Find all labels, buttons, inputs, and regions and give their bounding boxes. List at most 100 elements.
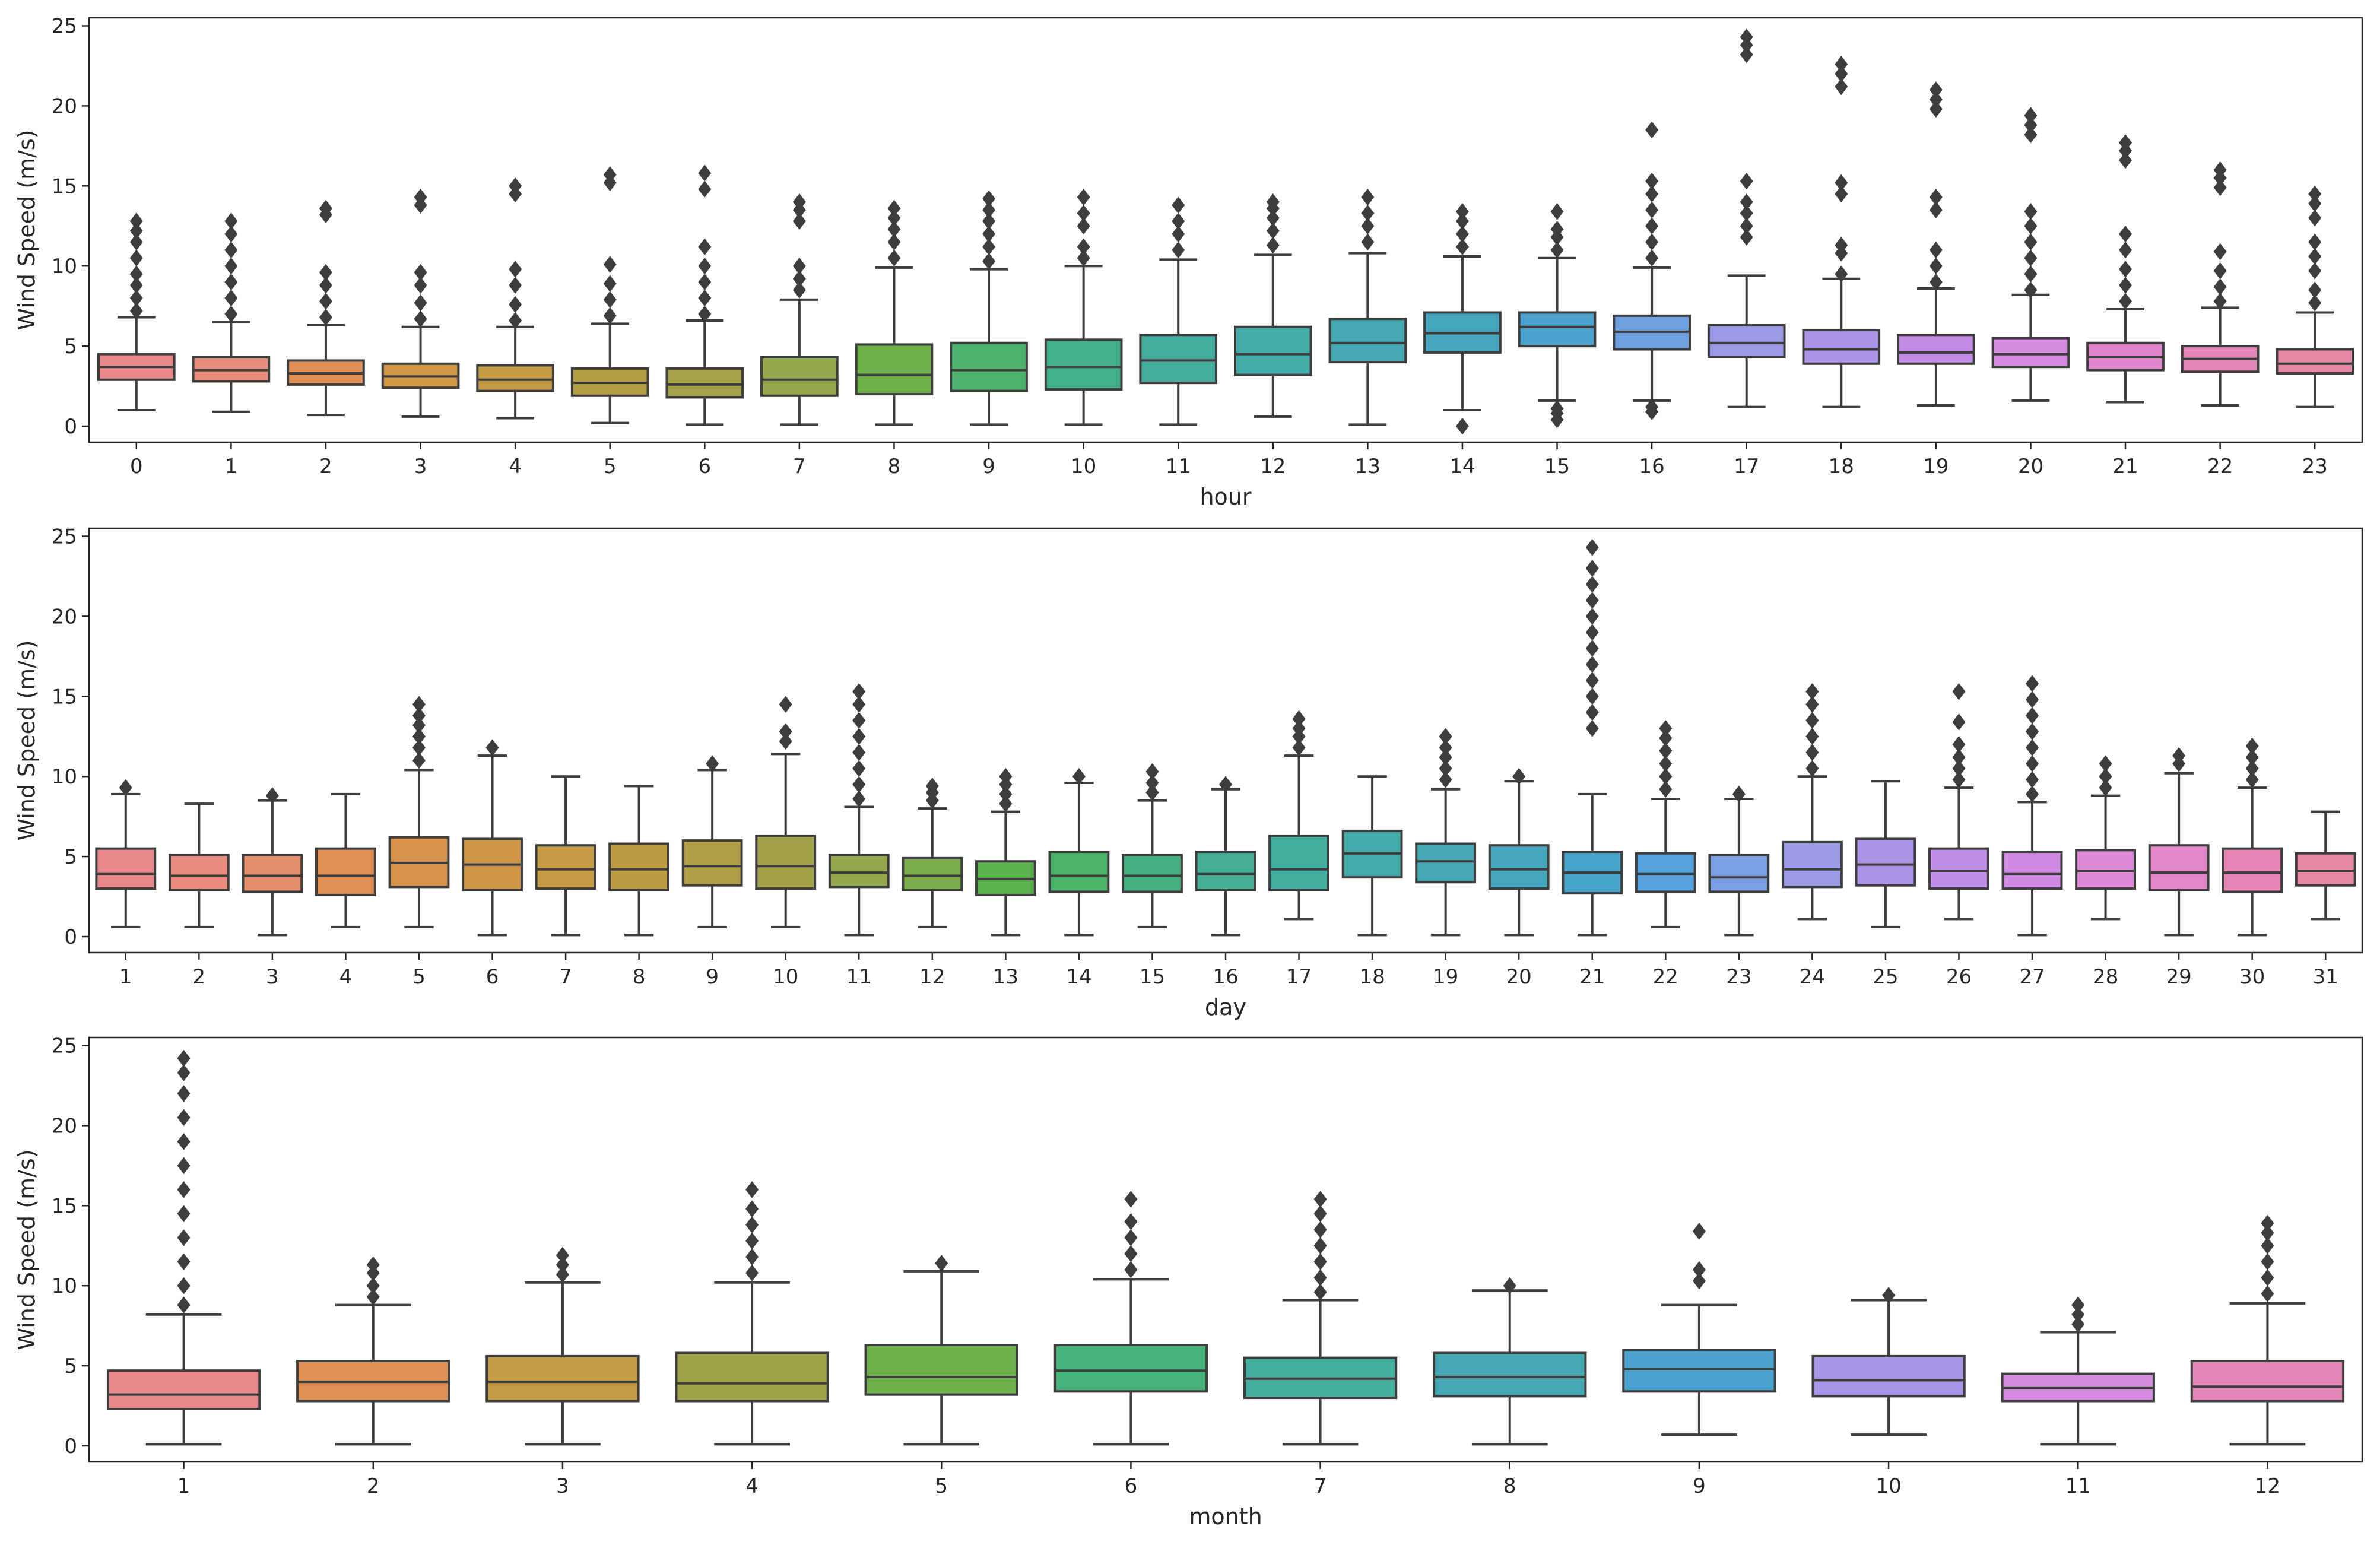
outlier-marker (265, 787, 279, 804)
outlier-marker (2213, 293, 2227, 310)
outlier-marker (745, 1181, 759, 1198)
outlier-marker (1929, 81, 1943, 99)
iqr-box (755, 835, 817, 890)
outlier-marker (224, 241, 238, 259)
outlier-marker (1439, 728, 1452, 745)
outlier-marker (698, 273, 712, 291)
outlier-marker (1172, 241, 1185, 259)
outlier-marker (366, 1256, 380, 1274)
outlier-marker (745, 1264, 759, 1281)
outlier-marker (2119, 151, 2133, 169)
iqr-box (2190, 1360, 2345, 1403)
y-tick-label: 15 (52, 1194, 77, 1218)
y-tick-label: 25 (52, 14, 77, 38)
outlier-marker (1585, 576, 1599, 593)
box-hour-2 (287, 199, 365, 417)
iqr-box (242, 854, 303, 893)
outlier-marker (2245, 771, 2259, 788)
x-tick-label: 18 (1829, 455, 1854, 478)
outlier-marker (129, 233, 143, 251)
outlier-marker (485, 739, 499, 756)
outlier-marker (2026, 675, 2039, 693)
iqr-box (1781, 840, 1843, 889)
outlier-marker (603, 256, 617, 273)
box-hour-3 (381, 188, 460, 418)
y-axis-label: Wind Speed (m/s) (14, 129, 40, 330)
x-tick-label: 18 (1359, 965, 1385, 989)
iqr-box (1415, 842, 1477, 884)
outlier-marker (319, 264, 332, 281)
outlier-marker (177, 1296, 191, 1313)
box-day-7 (535, 775, 596, 937)
outlier-marker (177, 1085, 191, 1102)
outlier-marker (412, 696, 426, 713)
box-month-1 (106, 1049, 261, 1446)
outlier-marker (603, 275, 617, 293)
x-tick-label: 15 (1140, 965, 1165, 989)
outlier-marker (1805, 760, 1819, 778)
y-tick-label: 5 (64, 1354, 77, 1378)
outlier-marker (2024, 265, 2038, 283)
outlier-marker (129, 302, 143, 320)
box-day-14 (1048, 767, 1110, 937)
iqr-box (2276, 348, 2354, 375)
x-tick-label: 9 (706, 965, 719, 989)
box-hour-20 (1991, 107, 2070, 402)
box-month-6 (1053, 1191, 1208, 1446)
iqr-box (95, 847, 157, 890)
outlier-marker (1835, 265, 1848, 283)
x-tick-label: 16 (1213, 965, 1238, 989)
outlier-marker (1740, 229, 1753, 246)
outlier-marker (1266, 236, 1280, 254)
outlier-marker (2024, 217, 2038, 235)
x-tick-label: 31 (2313, 965, 2338, 989)
x-tick-label: 4 (339, 965, 353, 989)
outlier-marker (999, 785, 1013, 803)
outlier-marker (1645, 398, 1659, 415)
box-day-24 (1781, 683, 1843, 921)
outlier-marker (887, 233, 901, 251)
x-tick-label: 1 (119, 965, 132, 989)
box-day-22 (1635, 719, 1696, 928)
x-tick-label: 10 (1071, 455, 1096, 478)
outlier-marker (1952, 713, 1966, 731)
outlier-marker (224, 289, 238, 307)
outlier-marker (1929, 241, 1943, 259)
iqr-box (1139, 334, 1218, 385)
x-tick-label: 13 (993, 965, 1018, 989)
outlier-marker (177, 1277, 191, 1294)
x-tick-label: 15 (1544, 455, 1570, 478)
iqr-box (2222, 847, 2283, 893)
y-tick-label: 20 (52, 94, 77, 118)
iqr-box (2075, 849, 2137, 890)
x-tick-label: 22 (2207, 455, 2233, 478)
outlier-marker (1455, 417, 1469, 435)
outlier-marker (603, 291, 617, 309)
outlier-marker (1585, 539, 1599, 556)
outlier-marker (2024, 203, 2038, 220)
outlier-marker (1805, 744, 1819, 762)
box-hour-22 (2181, 161, 2260, 407)
x-tick-label: 10 (773, 965, 798, 989)
box-day-21 (1562, 539, 1623, 937)
box-day-12 (902, 778, 963, 928)
outlier-marker (1124, 1261, 1138, 1278)
y-tick-label: 15 (52, 685, 77, 709)
outlier-marker (1835, 236, 1848, 254)
outlier-marker (2024, 233, 2038, 251)
box-hour-18 (1802, 55, 1881, 408)
iqr-box (1044, 338, 1123, 391)
outlier-marker (129, 265, 143, 283)
outlier-marker (2099, 779, 2112, 797)
outlier-marker (2261, 1237, 2274, 1255)
outlier-marker (887, 249, 901, 267)
outlier-marker (1929, 273, 1943, 291)
outlier-marker (1645, 121, 1659, 139)
outlier-marker (1929, 201, 1943, 219)
outlier-marker (366, 1277, 380, 1294)
axes-frame (88, 17, 2363, 443)
y-tick-label: 15 (52, 174, 77, 198)
box-day-2 (168, 802, 230, 928)
outlier-marker (1077, 238, 1090, 256)
